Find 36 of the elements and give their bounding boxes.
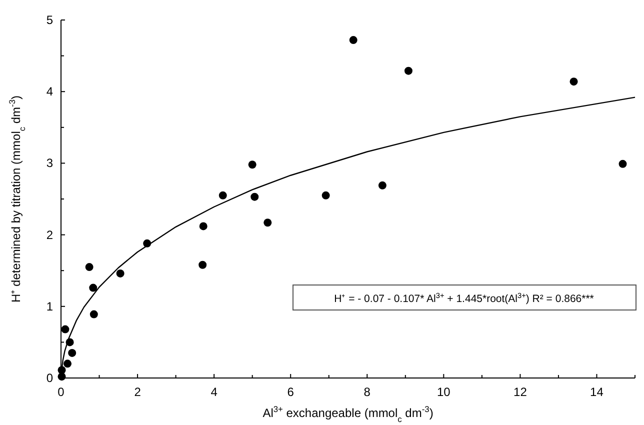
point	[64, 360, 72, 368]
y-tick-label: 3	[46, 156, 54, 170]
point	[90, 310, 98, 318]
point	[61, 325, 70, 334]
x-tick-label: 8	[364, 385, 371, 399]
point	[89, 284, 98, 292]
y-tick-label: 4	[46, 84, 54, 99]
y-tick-label: 0	[46, 371, 54, 385]
x-tick-label: 12	[514, 385, 528, 399]
point	[199, 222, 208, 230]
point	[378, 181, 386, 190]
point	[198, 260, 207, 269]
point	[570, 78, 578, 86]
point	[68, 348, 76, 357]
point	[264, 218, 272, 227]
x-axis-title: Al$^{3+}$ exchangeable (mmol$_{c}$ dm$^{-3}$)	[262, 404, 434, 424]
point	[322, 191, 330, 200]
x-tick-label: 4	[210, 385, 218, 399]
x-tick-label: 14	[590, 385, 604, 399]
x-tick-label: 0	[58, 385, 65, 399]
x-tick-label: 10	[436, 385, 451, 399]
y-tick-label: 1	[46, 299, 54, 314]
point	[218, 191, 227, 200]
point	[404, 66, 412, 75]
y-tick-label: 2	[46, 228, 54, 242]
point	[248, 160, 256, 169]
x-tick-label: 2	[134, 385, 142, 399]
y-tick-label: 5	[46, 13, 54, 27]
annotation: H⁺ = - 0.07 - 0.107* Al$^{3+}$ + 1.445*root(Al$^{3+}$) R² = 0.866***	[334, 290, 594, 305]
point	[349, 36, 358, 44]
point	[250, 192, 259, 201]
point	[618, 160, 627, 168]
point	[58, 372, 66, 381]
x-tick-label: 6	[287, 385, 294, 399]
point	[85, 263, 94, 272]
point	[116, 269, 124, 278]
